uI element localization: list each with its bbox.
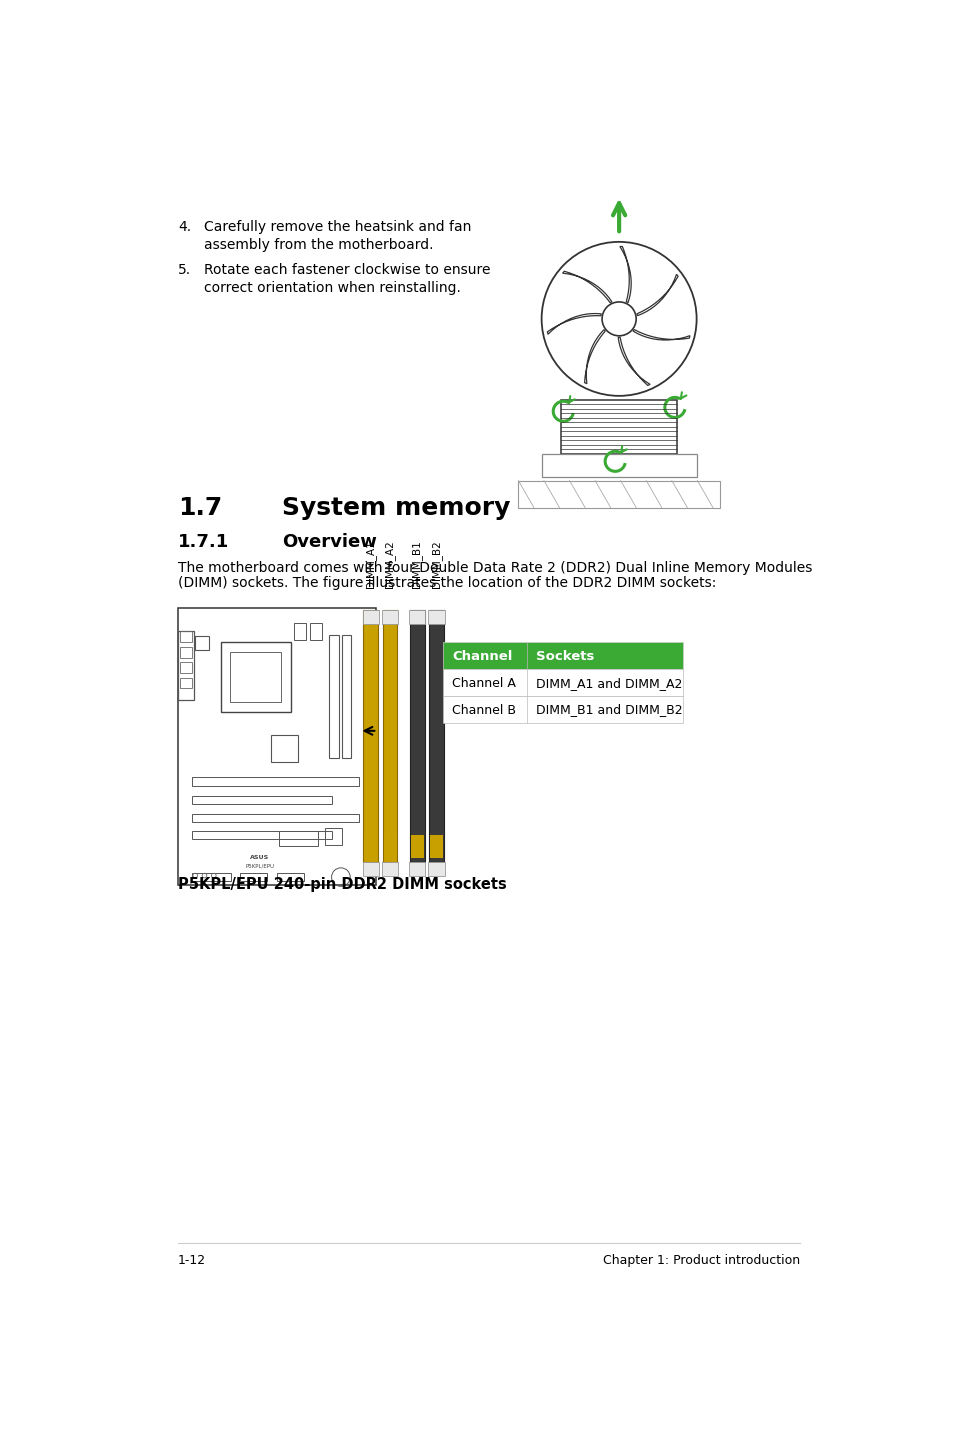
Bar: [428, 861, 444, 876]
Bar: [363, 610, 377, 861]
Text: 1.7: 1.7: [178, 496, 222, 521]
Bar: [362, 861, 378, 876]
Text: Overview: Overview: [282, 533, 376, 551]
Bar: [381, 861, 397, 876]
Bar: [541, 453, 696, 477]
Text: Rotate each fastener clockwise to ensure: Rotate each fastener clockwise to ensure: [204, 263, 491, 278]
Bar: [383, 835, 396, 858]
Bar: [329, 634, 338, 758]
Bar: [220, 643, 291, 712]
Bar: [278, 831, 317, 847]
Text: ASUS: ASUS: [250, 856, 269, 860]
Bar: [179, 677, 192, 689]
Bar: [428, 610, 444, 624]
Text: DIMM_B1: DIMM_B1: [411, 541, 422, 588]
Text: Chapter 1: Product introduction: Chapter 1: Product introduction: [602, 1254, 799, 1267]
Text: Channel A: Channel A: [452, 676, 516, 690]
Bar: [341, 634, 351, 758]
Bar: [560, 400, 677, 453]
Text: assembly from the motherboard.: assembly from the motherboard.: [204, 239, 434, 252]
Bar: [179, 631, 192, 643]
Bar: [240, 873, 267, 881]
Text: Channel B: Channel B: [452, 703, 516, 716]
Bar: [443, 696, 682, 723]
Bar: [192, 814, 358, 821]
Text: P5KPL/EPU 240-pin DDR2 DIMM sockets: P5KPL/EPU 240-pin DDR2 DIMM sockets: [178, 877, 506, 892]
Text: System memory: System memory: [282, 496, 510, 521]
Text: Carefully remove the heatsink and fan: Carefully remove the heatsink and fan: [204, 220, 472, 234]
Bar: [429, 610, 443, 861]
Text: P5KPL/EPU: P5KPL/EPU: [245, 864, 274, 869]
Bar: [294, 623, 306, 640]
Bar: [381, 610, 397, 624]
Bar: [443, 643, 682, 669]
Bar: [410, 835, 423, 858]
Text: The motherboard comes with four Double Data Rate 2 (DDR2) Dual Inline Memory Mod: The motherboard comes with four Double D…: [178, 561, 812, 575]
Bar: [179, 663, 192, 673]
Text: 4.: 4.: [178, 220, 191, 234]
Bar: [277, 873, 304, 881]
Text: 1.7.1: 1.7.1: [178, 533, 229, 551]
Bar: [382, 610, 397, 861]
Text: DIMM_A1: DIMM_A1: [364, 541, 375, 588]
Text: DIMM_B2: DIMM_B2: [431, 541, 441, 588]
Text: (DIMM) sockets. The figure illustrates the location of the DDR2 DIMM sockets:: (DIMM) sockets. The figure illustrates t…: [178, 577, 716, 590]
Bar: [271, 735, 298, 762]
Text: 1-12: 1-12: [178, 1254, 206, 1267]
Bar: [443, 669, 682, 696]
Text: DIMM_B1 and DIMM_B2: DIMM_B1 and DIMM_B2: [536, 703, 682, 716]
Text: 5.: 5.: [178, 263, 191, 278]
Bar: [364, 835, 377, 858]
Bar: [179, 647, 192, 657]
Text: DIMM_A1 and DIMM_A2: DIMM_A1 and DIMM_A2: [536, 676, 681, 690]
Bar: [409, 861, 425, 876]
Bar: [410, 610, 424, 861]
Bar: [517, 480, 720, 508]
Text: correct orientation when reinstalling.: correct orientation when reinstalling.: [204, 282, 461, 295]
Bar: [192, 777, 358, 787]
Text: Channel: Channel: [452, 650, 513, 663]
Bar: [178, 608, 375, 884]
Bar: [310, 623, 321, 640]
Bar: [362, 610, 378, 624]
Text: DIMM_A2: DIMM_A2: [384, 541, 395, 588]
Bar: [178, 631, 193, 700]
Bar: [195, 636, 209, 650]
Bar: [192, 831, 332, 838]
Bar: [430, 835, 443, 858]
Bar: [409, 610, 425, 624]
Bar: [192, 873, 231, 881]
Bar: [192, 797, 332, 804]
Bar: [325, 828, 342, 844]
Text: Sockets: Sockets: [536, 650, 594, 663]
Bar: [230, 651, 281, 702]
